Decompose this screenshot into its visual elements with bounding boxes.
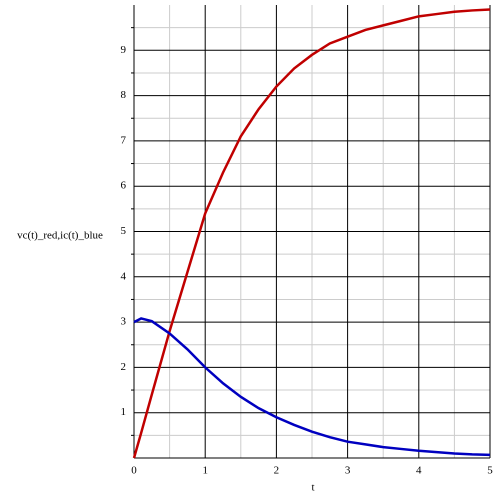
- x-tick-label: 5: [487, 465, 493, 477]
- y-tick-label: 5: [121, 225, 127, 237]
- y-tick-label: 4: [121, 270, 127, 282]
- x-tick-label: 4: [416, 465, 422, 477]
- y-axis-label: vc(t)_red,ic(t)_blue: [17, 230, 103, 242]
- series-line: [132, 8, 491, 459]
- y-tick-label: 3: [121, 316, 127, 328]
- y-tick-label: 9: [121, 44, 127, 56]
- y-tick-label: 2: [121, 361, 127, 373]
- y-tick-label: 7: [121, 134, 127, 146]
- y-tick-label: 6: [121, 180, 127, 192]
- y-tick-label: 8: [121, 89, 127, 101]
- x-tick-label: 0: [131, 465, 137, 477]
- x-tick-label: 3: [345, 465, 351, 477]
- x-tick-label: 1: [202, 465, 208, 477]
- x-axis-label: t: [311, 482, 314, 494]
- series-line: [133, 317, 491, 457]
- x-tick-label: 2: [274, 465, 280, 477]
- y-tick-label: 1: [121, 406, 127, 418]
